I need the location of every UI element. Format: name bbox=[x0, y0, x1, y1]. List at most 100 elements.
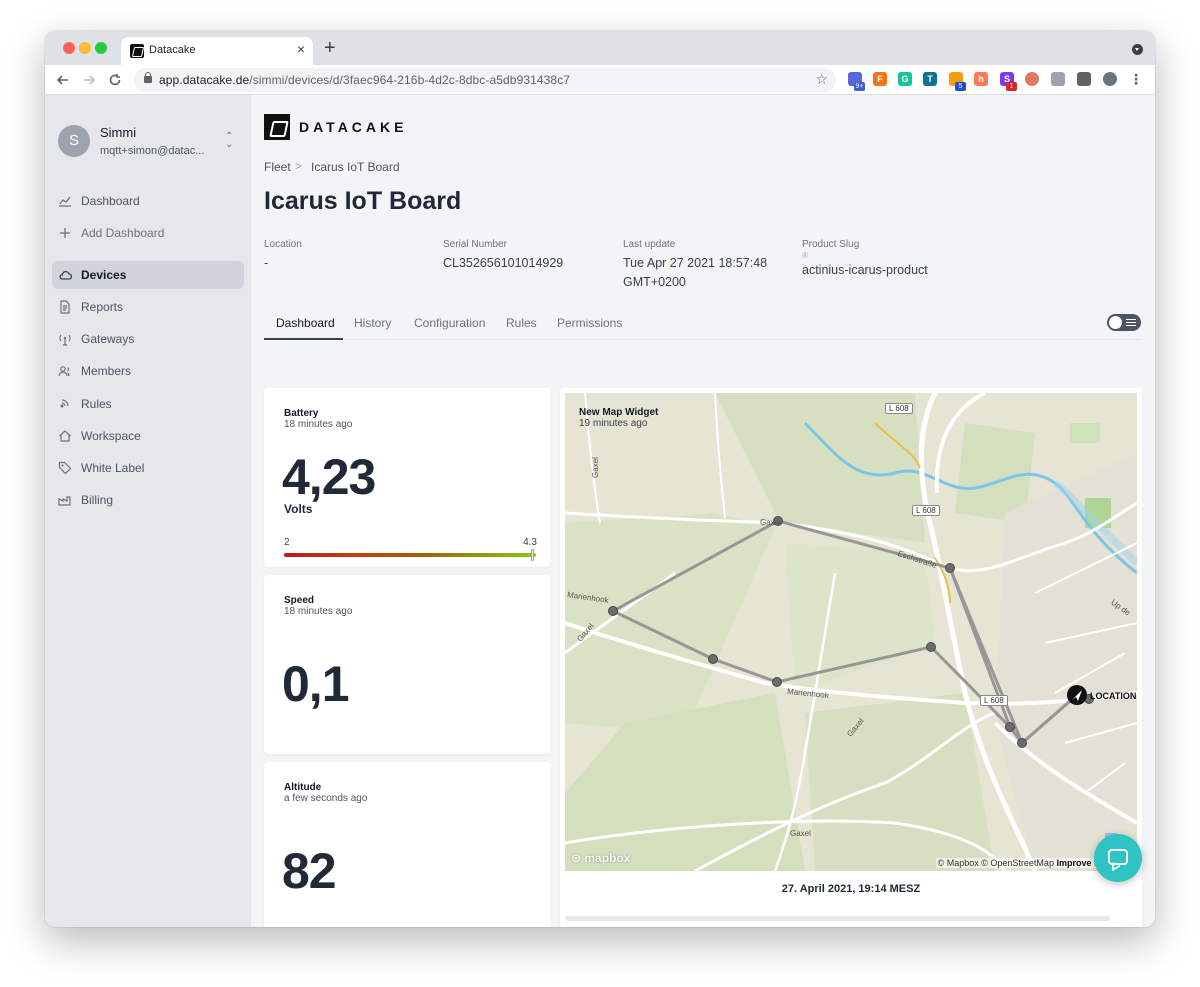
browser-window: Datacake × + app.datacake.de/simmi/devic… bbox=[45, 31, 1155, 927]
sidebar-item-members[interactable]: Members bbox=[52, 357, 244, 385]
browser-tab[interactable]: Datacake × bbox=[121, 37, 313, 65]
close-window-icon[interactable] bbox=[63, 42, 75, 54]
map-canvas[interactable]: L 608 L 608 L 608 Gaxel Gaxel Gaxel Gaxel Gaxel… bbox=[565, 393, 1137, 871]
forward-arrow-icon[interactable] bbox=[82, 73, 96, 87]
gauge-marker bbox=[530, 549, 534, 561]
sidebar-item-add-dashboard[interactable]: Add Dashboard bbox=[52, 219, 244, 247]
extension-9-icon[interactable] bbox=[1051, 72, 1065, 86]
sidebar-item-workspace[interactable]: Workspace bbox=[52, 422, 244, 450]
profile-avatar-icon[interactable] bbox=[1103, 72, 1117, 86]
reload-icon[interactable] bbox=[108, 73, 122, 87]
battery-unit: Volts bbox=[284, 502, 313, 516]
product-slug-value[interactable]: actinius-icarus-product bbox=[802, 263, 928, 277]
chat-button[interactable] bbox=[1094, 834, 1142, 882]
sidebar-item-label: Workspace bbox=[81, 429, 141, 443]
location-label: Location bbox=[264, 239, 302, 250]
active-tab-indicator bbox=[264, 338, 343, 340]
tab-strip: Datacake × + bbox=[45, 31, 1155, 65]
map-road-label: Gaxel bbox=[590, 457, 600, 478]
map-attribution[interactable]: © Mapbox © OpenStreetMap Improve this ma… bbox=[935, 858, 1133, 868]
time-slider[interactable] bbox=[565, 916, 1110, 921]
sidebar-item-label: Gateways bbox=[81, 332, 135, 346]
battery-widget[interactable]: Battery 18 minutes ago 4,23 Volts 2 4.3 bbox=[264, 388, 551, 567]
tab-rules[interactable]: Rules bbox=[506, 316, 537, 330]
widget-title: Speed bbox=[284, 595, 315, 606]
brand-name: DATACAKE bbox=[299, 119, 408, 135]
map-road-label: L 608 bbox=[980, 695, 1008, 706]
sidebar-item-label: Reports bbox=[81, 300, 124, 314]
sidebar-item-label: White Label bbox=[81, 461, 145, 475]
sidebar: S Simmi mqtt+simon@datac... ⌃ ⌄ Dashboard… bbox=[45, 95, 251, 927]
kebab-menu-icon[interactable]: ⋮ bbox=[1129, 71, 1143, 87]
altitude-widget[interactable]: Altitude a few seconds ago 82 bbox=[264, 762, 551, 927]
chart-line-icon bbox=[59, 196, 71, 207]
factory-icon bbox=[58, 496, 71, 506]
device-tabs: Dashboard History Configuration Rules Pe… bbox=[264, 310, 1142, 340]
toggle-knob bbox=[1109, 316, 1122, 329]
puzzle-icon[interactable] bbox=[1077, 72, 1091, 86]
tab-title: Datacake bbox=[149, 44, 196, 56]
gauge-min: 2 bbox=[284, 537, 290, 548]
sidebar-item-gateways[interactable]: Gateways bbox=[52, 325, 244, 353]
widget-title: Battery bbox=[284, 408, 319, 419]
sidebar-item-label: Rules bbox=[81, 397, 112, 411]
back-arrow-icon[interactable] bbox=[56, 73, 70, 87]
last-update-label: Last update bbox=[623, 239, 676, 250]
map-widget[interactable]: L 608 L 608 L 608 Gaxel Gaxel Gaxel Gaxel Gaxel… bbox=[560, 388, 1142, 927]
signal-icon bbox=[60, 399, 69, 408]
sidebar-item-rules[interactable]: Rules bbox=[52, 390, 244, 418]
widget-updated: a few seconds ago bbox=[284, 793, 368, 804]
main-content: DATACAKE Fleet > Icarus IoT Board Icarus… bbox=[251, 95, 1155, 927]
hubspot-icon[interactable]: h bbox=[974, 72, 988, 86]
improve-map-link[interactable]: Improve this map bbox=[1056, 858, 1131, 868]
sidebar-item-white-label[interactable]: White Label bbox=[52, 454, 244, 482]
widget-updated: 18 minutes ago bbox=[284, 419, 353, 430]
registered-icon: ® bbox=[802, 251, 808, 260]
lock-icon[interactable] bbox=[144, 72, 152, 83]
user-name: Simmi bbox=[100, 125, 137, 140]
map-marker-label[interactable]: LOCATION bbox=[1090, 691, 1137, 701]
widget-title: New Map Widget bbox=[579, 407, 659, 418]
location-value: - bbox=[264, 256, 269, 270]
new-tab-button[interactable]: + bbox=[324, 37, 336, 59]
speed-widget[interactable]: Speed 18 minutes ago 0,1 bbox=[264, 575, 551, 754]
sidebar-item-billing[interactable]: Billing bbox=[52, 486, 244, 514]
tag-icon bbox=[58, 461, 72, 475]
tab-close-icon[interactable]: × bbox=[296, 41, 305, 57]
maximize-window-icon[interactable] bbox=[95, 42, 107, 54]
extension-2-icon[interactable]: F bbox=[873, 72, 887, 86]
sidebar-item-label: Devices bbox=[81, 268, 127, 282]
url-text[interactable]: app.datacake.de/simmi/devices/d/3faec964… bbox=[159, 73, 571, 87]
sidebar-item-label: Members bbox=[81, 364, 132, 378]
map-road-label: L 608 bbox=[885, 403, 913, 414]
serial-value: CL352656101014929 bbox=[443, 256, 564, 270]
tab-permissions[interactable]: Permissions bbox=[557, 316, 623, 330]
extension-8-icon[interactable] bbox=[1025, 72, 1039, 86]
grammarly-icon[interactable]: G bbox=[898, 72, 912, 86]
address-bar[interactable]: app.datacake.de/simmi/devices/d/3faec964… bbox=[134, 68, 836, 92]
bookmark-star-icon[interactable]: ☆ bbox=[815, 71, 828, 87]
widget-updated: 19 minutes ago bbox=[579, 418, 648, 429]
datacake-logo-icon bbox=[264, 114, 290, 140]
chevron-up-down-icon[interactable]: ⌃ ⌄ bbox=[225, 131, 234, 150]
chevron-right-icon: > bbox=[295, 159, 303, 173]
gauge-max: 4.3 bbox=[523, 537, 537, 548]
tab-search-icon[interactable] bbox=[1132, 44, 1143, 55]
tab-dashboard[interactable]: Dashboard bbox=[276, 316, 335, 330]
avatar: S bbox=[58, 125, 90, 157]
minimize-window-icon[interactable] bbox=[79, 42, 91, 54]
extension-badge: 1 bbox=[1006, 82, 1017, 91]
sidebar-item-devices[interactable]: Devices bbox=[52, 261, 244, 289]
edit-mode-toggle[interactable] bbox=[1107, 314, 1141, 331]
cloud-icon bbox=[59, 271, 72, 280]
altitude-value: 82 bbox=[282, 843, 337, 899]
sidebar-item-label: Billing bbox=[81, 493, 114, 507]
sidebar-item-dashboard[interactable]: Dashboard bbox=[52, 187, 244, 215]
chat-bubble-icon bbox=[1108, 849, 1128, 865]
extension-4-icon[interactable]: T bbox=[923, 72, 937, 86]
mapbox-logo[interactable]: ⊛ mapbox bbox=[571, 851, 631, 865]
sidebar-item-reports[interactable]: Reports bbox=[52, 293, 244, 321]
tab-configuration[interactable]: Configuration bbox=[414, 316, 486, 330]
breadcrumb-fleet[interactable]: Fleet bbox=[264, 160, 291, 174]
tab-history[interactable]: History bbox=[354, 316, 392, 330]
